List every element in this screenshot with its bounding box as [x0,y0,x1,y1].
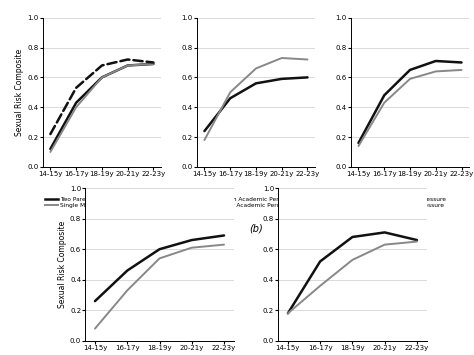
Text: (b): (b) [249,224,263,234]
Y-axis label: Sexual Risk Composite: Sexual Risk Composite [58,221,67,308]
Text: (c): (c) [403,224,417,234]
Text: (a): (a) [95,224,109,234]
Y-axis label: Sexual Risk Composite: Sexual Risk Composite [16,49,25,136]
Legend: Two Parents, Single Mother, Other Family: Two Parents, Single Mother, Other Family [46,197,158,208]
Legend: High Peer Pressure, Low Peer Pressure: High Peer Pressure, Low Peer Pressure [374,197,446,208]
Legend: High Academic Perceptions, Low Academic Perceptions: High Academic Perceptions, Low Academic … [208,197,304,208]
